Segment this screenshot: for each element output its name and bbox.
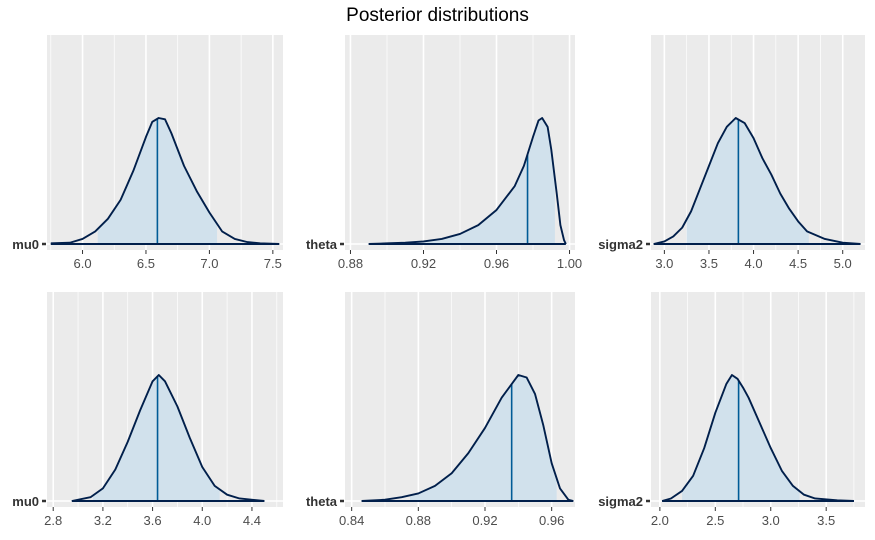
interval-area (410, 375, 557, 501)
panel-6: 2.0 2.5 3.0 3.5 sigma2 (598, 292, 865, 528)
x-tick-label: 0.84 (339, 513, 364, 528)
x-tick-label: 2.0 (651, 513, 669, 528)
x-tick-label: 7.5 (264, 256, 282, 271)
density-curve (50, 117, 280, 245)
x-tick-label: 0.88 (338, 256, 363, 271)
interval-area (92, 375, 220, 501)
x-tick-label: 4.0 (745, 256, 763, 271)
x-tick-label: 2.5 (706, 513, 724, 528)
density-curve (361, 374, 574, 502)
x-tick-label: 3.5 (817, 513, 835, 528)
x-tick-label: 4.5 (789, 256, 807, 271)
x-tick-label: 0.92 (411, 256, 436, 271)
panel-4: 2.8 3.2 3.6 4.0 4.4 mu0 (12, 292, 283, 528)
x-tick-label: 6.5 (137, 256, 155, 271)
x-tick-label: 3.2 (94, 513, 112, 528)
x-tick-label: 3.0 (762, 513, 780, 528)
x-tick-label: 4.4 (243, 513, 261, 528)
density-curve (661, 374, 854, 502)
panel-5: 0.84 0.88 0.92 0.96 theta (306, 292, 575, 528)
x-tick-label: 1.00 (557, 256, 582, 271)
x-tick-label: 3.5 (700, 256, 718, 271)
x-tick-label: 0.92 (472, 513, 497, 528)
panel-1: 6.0 6.5 7.0 7.5 mu0 (12, 35, 283, 271)
interval-area (370, 118, 555, 244)
interval-area (686, 118, 809, 244)
parameter-label: mu0 (12, 494, 39, 509)
parameter-label: sigma2 (598, 494, 643, 509)
density-curve (368, 117, 567, 245)
x-tick-label: 3.0 (655, 256, 673, 271)
parameter-label: theta (306, 237, 338, 252)
parameter-label: theta (306, 494, 338, 509)
panel-2: 0.88 0.92 0.96 1.00 theta (306, 35, 582, 271)
density-curve (71, 374, 265, 502)
x-tick-label: 5.0 (834, 256, 852, 271)
x-tick-label: 0.88 (406, 513, 431, 528)
x-tick-label: 0.96 (484, 256, 509, 271)
density-curve (653, 117, 861, 245)
interval-area (682, 375, 800, 501)
parameter-label: mu0 (12, 237, 39, 252)
x-tick-label: 7.0 (200, 256, 218, 271)
parameter-label: sigma2 (598, 237, 643, 252)
panel-3: 3.0 3.5 4.0 4.5 5.0 sigma2 (598, 35, 865, 271)
x-tick-label: 6.0 (73, 256, 91, 271)
x-tick-label: 0.96 (539, 513, 564, 528)
x-tick-label: 4.0 (193, 513, 211, 528)
x-tick-label: 2.8 (44, 513, 62, 528)
figure-title: Posterior distributions (346, 5, 529, 26)
x-tick-label: 3.6 (144, 513, 162, 528)
